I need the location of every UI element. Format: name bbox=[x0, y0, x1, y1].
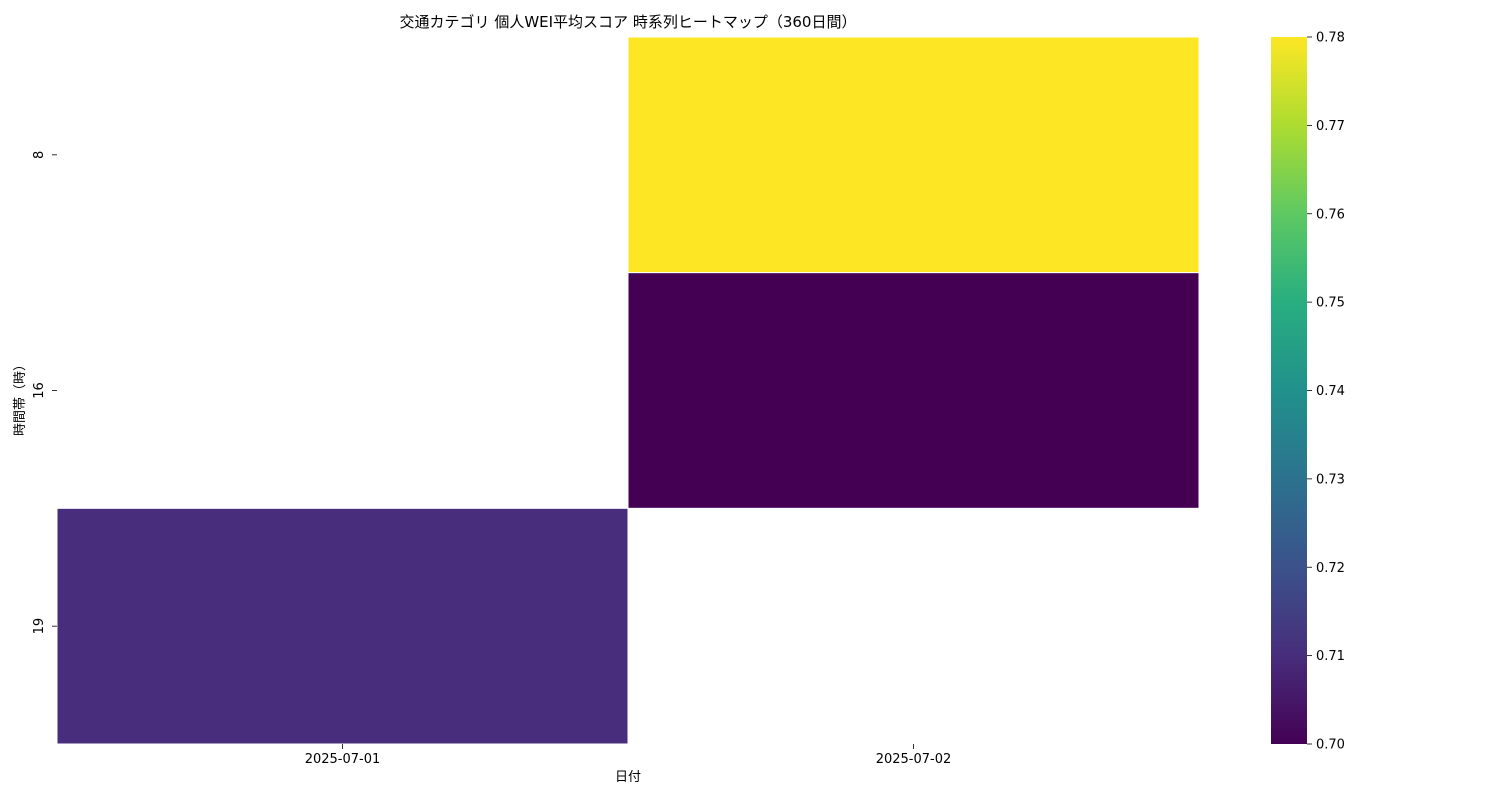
colorbar-tick-label: 0.72 bbox=[1316, 561, 1345, 576]
x-tick-label: 2025-07-01 bbox=[305, 752, 381, 767]
heatmap-cell bbox=[627, 272, 1200, 509]
colorbar bbox=[1271, 37, 1307, 744]
colorbar-tick-label: 0.70 bbox=[1316, 738, 1345, 753]
y-axis-ticks: 8 16 19 bbox=[32, 151, 57, 635]
colorbar-tick-label: 0.71 bbox=[1316, 649, 1345, 664]
heatmap-cell bbox=[56, 507, 629, 745]
heatmap-cells bbox=[56, 36, 1200, 745]
x-tick-label: 2025-07-02 bbox=[876, 752, 952, 767]
colorbar-tick-label: 0.78 bbox=[1316, 31, 1345, 46]
colorbar-tick-label: 0.75 bbox=[1316, 296, 1345, 311]
colorbar-ticks: 0.70 0.71 0.72 0.73 0.74 0.75 0.76 0.77 0.78 bbox=[1307, 31, 1345, 753]
y-tick-label: 16 bbox=[32, 382, 47, 399]
colorbar-tick-label: 0.74 bbox=[1316, 384, 1345, 399]
colorbar-tick-label: 0.77 bbox=[1316, 119, 1345, 134]
y-tick-label: 8 bbox=[32, 151, 47, 159]
colorbar-tick-label: 0.76 bbox=[1316, 207, 1345, 222]
x-axis-label: 日付 bbox=[615, 770, 641, 785]
heatmap-cell bbox=[627, 36, 1200, 274]
y-tick-label: 19 bbox=[32, 618, 47, 635]
y-axis-label: 時間帯（時） bbox=[13, 358, 28, 436]
chart-title: 交通カテゴリ 個人WEI平均スコア 時系列ヒートマップ（360日間） bbox=[400, 13, 857, 31]
colorbar-tick-label: 0.73 bbox=[1316, 472, 1345, 487]
x-axis-ticks: 2025-07-01 2025-07-02 bbox=[305, 744, 952, 767]
